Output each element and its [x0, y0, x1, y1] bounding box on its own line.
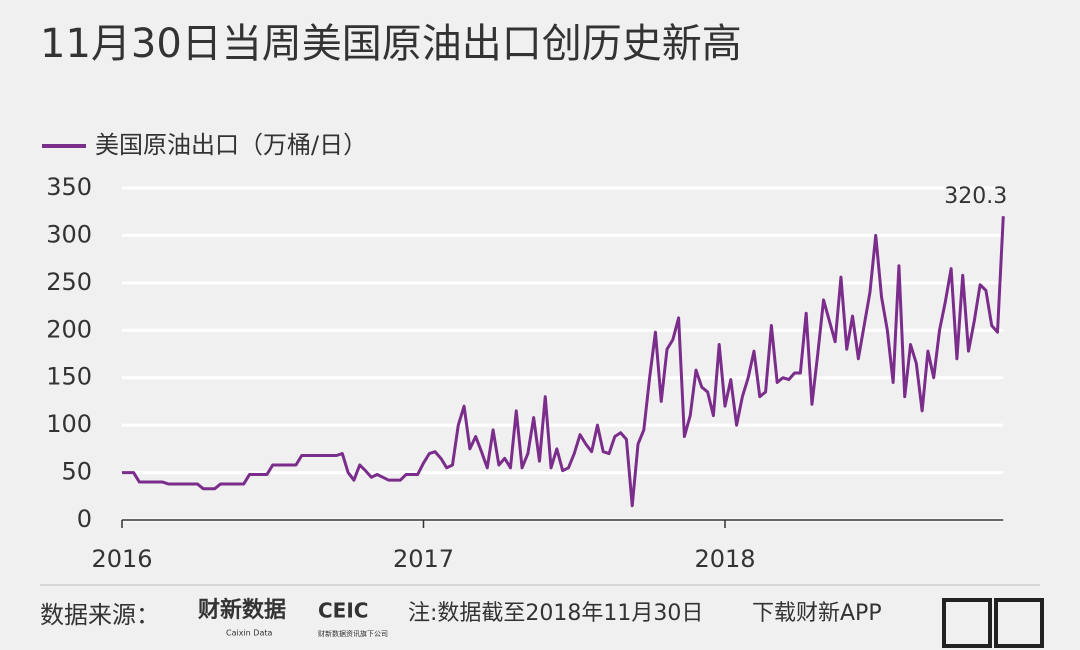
- y-tick-label: 300: [46, 220, 92, 248]
- y-tick-label: 100: [46, 410, 92, 438]
- qr-code: [942, 598, 992, 648]
- y-tick-label: 250: [46, 268, 92, 296]
- footer-source: 数据来源：: [40, 601, 160, 629]
- footer-download: 下载财新APP: [752, 601, 882, 626]
- y-tick-label: 150: [46, 363, 92, 391]
- qr-code-part: [994, 598, 1044, 648]
- y-tick-label: 50: [61, 458, 92, 486]
- footer-ceic: CEIC: [318, 599, 368, 623]
- x-tick-label: 2017: [393, 545, 454, 573]
- y-tick-label: 350: [46, 173, 92, 201]
- legend-label: 美国原油出口（万桶/日）: [95, 131, 367, 159]
- chart-title: 11月30日当周美国原油出口创历史新高: [40, 21, 742, 67]
- footer-note: 注:数据截至2018年11月30日: [408, 601, 703, 626]
- line-series: [122, 216, 1005, 508]
- y-tick-label: 0: [77, 505, 92, 533]
- x-tick-label: 2018: [694, 545, 755, 573]
- x-tick-label: 2016: [91, 545, 152, 573]
- footer-brand-en: Caixin Data: [226, 629, 272, 638]
- y-tick-label: 200: [46, 315, 92, 343]
- value-label: 320.3: [944, 184, 1007, 209]
- footer-brand: 财新数据: [198, 597, 286, 623]
- footer-ceic-sub: 财新数据资讯旗下公司: [318, 629, 388, 638]
